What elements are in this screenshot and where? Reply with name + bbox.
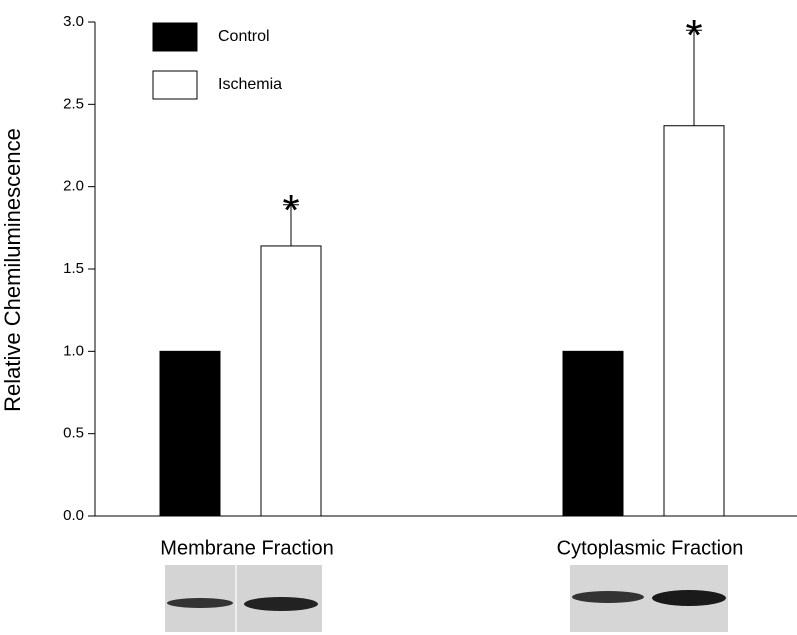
y-tick-label: 0.0: [63, 507, 84, 524]
y-tick-label: 2.5: [63, 95, 84, 112]
bar: [663, 125, 725, 517]
legend-label: Control: [218, 28, 270, 45]
error-bar: [686, 29, 702, 126]
legend-swatch: [152, 22, 198, 52]
western-blot: [165, 565, 728, 632]
y-tick-label: 3.0: [63, 13, 84, 30]
significance-marker: *: [282, 186, 299, 235]
x-tick-label: Membrane Fraction: [160, 537, 333, 559]
y-tick-label: 1.0: [63, 342, 84, 359]
significance-marker: *: [685, 11, 702, 60]
y-tick-label: 0.5: [63, 425, 84, 442]
bar: [159, 350, 221, 517]
bar: [260, 245, 322, 517]
bar: [562, 350, 624, 517]
legend-swatch: [152, 70, 198, 100]
y-tick-label: 2.0: [63, 178, 84, 195]
error-bar: [283, 204, 299, 246]
y-axis-label: Relative Chemiluminescence: [0, 128, 25, 412]
y-tick-label: 1.5: [63, 260, 84, 277]
legend-label: Ischemia: [218, 76, 282, 93]
x-tick-label: Cytoplasmic Fraction: [557, 537, 744, 559]
